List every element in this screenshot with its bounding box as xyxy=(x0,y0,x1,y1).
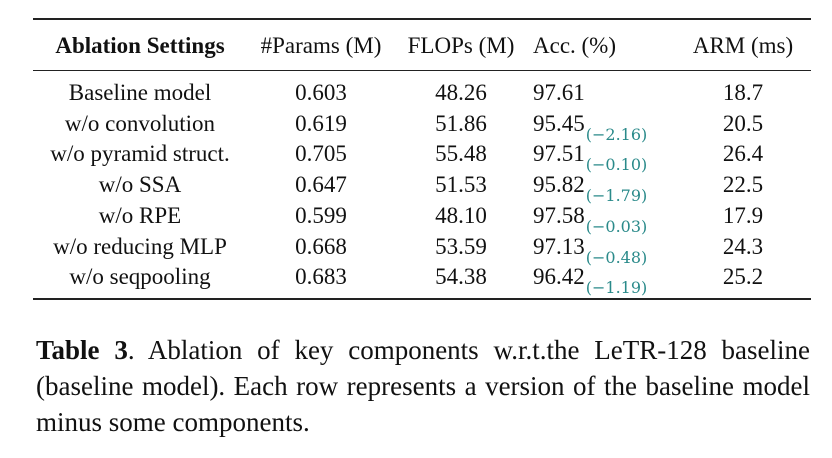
header-arm: ARM (ms) xyxy=(692,33,794,58)
row-setting-name: Baseline model xyxy=(68,80,212,105)
row-arm: 25.2 xyxy=(722,264,764,289)
row-arm: 22.5 xyxy=(722,172,764,197)
row-params: 0.603 xyxy=(295,80,347,105)
top-rule xyxy=(33,18,811,20)
row-accuracy: 95.45(−2.16) xyxy=(533,110,647,144)
caption-text: . Ablation of key components w.r.t.the L… xyxy=(36,335,810,437)
row-flops: 48.10 xyxy=(435,203,487,228)
row-arm: 26.4 xyxy=(722,141,764,166)
row-setting-name: w/o convolution xyxy=(64,111,216,136)
row-arm: 18.7 xyxy=(722,80,764,105)
row-flops: 48.26 xyxy=(435,80,487,105)
row-setting-name: w/o seqpooling xyxy=(69,264,211,289)
row-flops: 53.59 xyxy=(435,234,487,259)
row-accuracy: 97.58(−0.03) xyxy=(533,202,647,236)
row-arm: 17.9 xyxy=(722,203,764,228)
accuracy-value: 97.51 xyxy=(533,141,585,166)
row-accuracy: 97.13(−0.48) xyxy=(533,233,647,267)
row-params: 0.599 xyxy=(295,203,347,228)
row-params: 0.683 xyxy=(295,264,347,289)
row-accuracy: 97.51(−0.10) xyxy=(533,140,647,174)
row-accuracy: 95.82(−1.79) xyxy=(533,171,647,205)
accuracy-delta: (−0.48) xyxy=(585,248,648,267)
row-setting-name: w/o reducing MLP xyxy=(53,234,227,259)
row-arm: 20.5 xyxy=(722,111,764,136)
accuracy-value: 97.13 xyxy=(533,234,585,259)
accuracy-value: 95.82 xyxy=(533,172,585,197)
bottom-rule xyxy=(33,298,811,300)
row-params: 0.705 xyxy=(295,141,347,166)
accuracy-delta: (−1.19) xyxy=(585,278,648,297)
accuracy-delta: (−0.10) xyxy=(585,155,648,174)
row-accuracy: 96.42(−1.19) xyxy=(533,263,647,297)
caption-label: Table 3 xyxy=(36,335,128,365)
row-setting-name: w/o RPE xyxy=(98,203,182,228)
accuracy-value: 95.45 xyxy=(533,111,585,136)
header-accuracy: Acc. (%) xyxy=(533,33,617,58)
accuracy-delta: (−2.16) xyxy=(585,125,648,144)
header-ablation-settings: Ablation Settings xyxy=(55,33,225,58)
accuracy-value: 96.42 xyxy=(533,264,585,289)
row-params: 0.619 xyxy=(295,111,347,136)
header-rule xyxy=(33,70,811,71)
accuracy-value: 97.58 xyxy=(533,203,585,228)
row-setting-name: w/o pyramid struct. xyxy=(50,141,230,166)
header-params: #Params (M) xyxy=(260,33,382,58)
row-flops: 55.48 xyxy=(435,141,487,166)
row-flops: 51.86 xyxy=(435,111,487,136)
row-params: 0.647 xyxy=(295,172,347,197)
row-arm: 24.3 xyxy=(722,234,764,259)
row-flops: 54.38 xyxy=(435,264,487,289)
row-accuracy: 97.61 xyxy=(533,79,585,107)
row-setting-name: w/o SSA xyxy=(98,172,182,197)
accuracy-delta: (−1.79) xyxy=(585,186,648,205)
row-params: 0.668 xyxy=(295,234,347,259)
header-flops: FLOPs (M) xyxy=(407,33,515,58)
table-caption: Table 3. Ablation of key components w.r.… xyxy=(36,332,810,440)
accuracy-value: 97.61 xyxy=(533,80,585,105)
row-flops: 51.53 xyxy=(435,172,487,197)
accuracy-delta: (−0.03) xyxy=(585,217,648,236)
